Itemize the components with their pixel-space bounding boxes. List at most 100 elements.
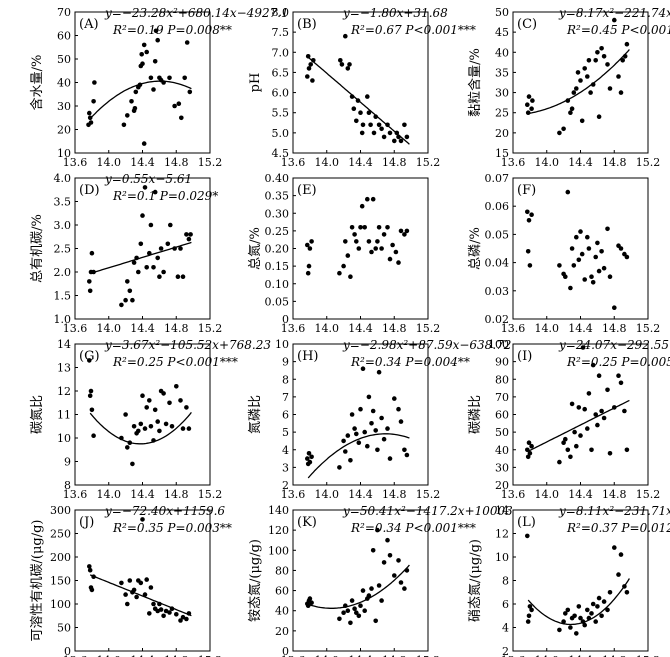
- y-tick-label: 25: [495, 107, 509, 120]
- panel-letter: (G): [79, 349, 100, 364]
- data-point: [370, 548, 376, 553]
- y-tick-label: 6.5: [272, 66, 290, 79]
- y-tick-label: 9: [64, 456, 71, 469]
- data-point: [586, 391, 592, 396]
- data-point: [624, 254, 630, 260]
- data-point: [590, 362, 596, 368]
- data-point: [178, 618, 183, 623]
- y-tick-label: 8: [282, 373, 289, 386]
- data-point: [525, 447, 530, 453]
- data-point: [402, 586, 407, 591]
- y-tick-label: 6.0: [272, 87, 290, 100]
- data-point: [337, 616, 342, 622]
- data-point: [305, 74, 310, 79]
- data-point: [530, 98, 535, 103]
- data-point: [349, 412, 355, 417]
- data-point: [165, 241, 171, 247]
- data-point: [375, 447, 380, 453]
- data-point: [167, 75, 172, 81]
- y-tick-label: 60: [495, 409, 509, 422]
- data-point: [582, 66, 587, 71]
- fit-equation: y=0.55x−5.61: [104, 172, 192, 186]
- fit-statistics: R²=0.25 P=0.005**: [566, 355, 670, 369]
- panel-letter: (H): [297, 349, 318, 364]
- data-point: [157, 428, 162, 434]
- y-tick-label: 2: [502, 645, 509, 657]
- data-point: [572, 613, 577, 619]
- data-point: [362, 225, 368, 230]
- y-tick-label: 35: [495, 66, 509, 79]
- data-point: [612, 305, 617, 311]
- y-tick-label: 2.5: [54, 243, 72, 256]
- data-point: [141, 141, 147, 146]
- data-point: [119, 302, 124, 308]
- data-point: [402, 232, 407, 237]
- data-point: [89, 587, 95, 593]
- x-tick-label: 13.6: [501, 156, 526, 169]
- data-point: [565, 98, 571, 103]
- data-point: [180, 274, 186, 280]
- data-point: [582, 277, 587, 282]
- data-point: [563, 274, 568, 280]
- y-tick-label: 1.5: [54, 290, 72, 303]
- data-point: [87, 115, 93, 121]
- data-point: [557, 263, 562, 268]
- data-point: [151, 601, 156, 607]
- x-tick-label: 14.8: [164, 654, 189, 657]
- data-point: [595, 604, 600, 609]
- y-tick-label: 140: [268, 504, 289, 517]
- data-point: [373, 114, 379, 119]
- data-point: [89, 250, 95, 256]
- data-point: [354, 239, 359, 244]
- data-point: [140, 61, 145, 66]
- data-point: [348, 620, 353, 626]
- y-tick-label: 10: [57, 147, 71, 160]
- data-point: [144, 577, 149, 582]
- y-axis-label: 黏粒含量/%: [467, 48, 483, 117]
- fit-line: [89, 411, 192, 445]
- data-point: [157, 274, 162, 280]
- y-axis-label: 硝态氮/(μg/g): [468, 539, 483, 622]
- data-point: [307, 459, 313, 465]
- data-point: [375, 527, 380, 533]
- data-point: [142, 592, 148, 597]
- x-tick-label: 14.4: [568, 156, 593, 169]
- data-point: [362, 429, 368, 435]
- data-point: [593, 412, 598, 417]
- data-point: [360, 122, 366, 128]
- data-point: [184, 616, 189, 622]
- fit-line: [528, 49, 630, 115]
- data-point: [91, 99, 96, 104]
- y-tick-label: 14: [57, 338, 71, 351]
- data-point: [158, 607, 164, 612]
- data-point: [168, 222, 173, 228]
- y-tick-label: 8: [64, 479, 71, 492]
- data-point: [365, 94, 370, 99]
- data-point: [354, 118, 359, 124]
- data-point: [188, 232, 193, 237]
- data-point: [88, 388, 94, 394]
- data-point: [393, 249, 399, 255]
- x-tick-label: 14.0: [97, 322, 122, 335]
- x-tick-label: 14.4: [348, 654, 373, 657]
- y-tick-label: 0.35: [265, 190, 290, 203]
- x-tick-label: 15.2: [636, 488, 661, 501]
- data-point: [138, 580, 144, 586]
- y-tick-label: 12: [57, 385, 71, 398]
- data-point: [345, 66, 351, 71]
- x-tick-label: 13.6: [281, 654, 306, 657]
- data-point: [163, 421, 169, 427]
- data-point: [127, 288, 133, 294]
- data-point: [571, 263, 577, 268]
- x-tick-label: 14.0: [315, 322, 340, 335]
- data-point: [392, 138, 397, 144]
- data-point: [622, 584, 627, 589]
- data-point: [370, 408, 376, 414]
- data-point: [574, 443, 579, 449]
- data-point: [525, 110, 531, 115]
- data-point: [355, 98, 361, 103]
- data-point: [158, 246, 164, 251]
- panel-letter: (J): [79, 515, 94, 530]
- data-point: [575, 70, 581, 75]
